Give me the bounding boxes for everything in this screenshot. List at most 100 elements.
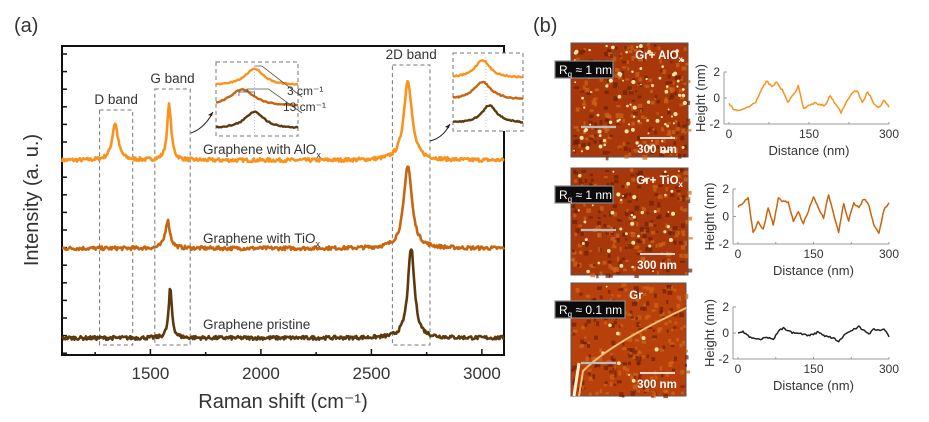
afm-texture bbox=[622, 342, 625, 346]
afm-texture bbox=[589, 109, 594, 112]
afm-texture bbox=[662, 345, 666, 350]
afm-texture bbox=[657, 194, 663, 199]
afm-texture bbox=[605, 392, 609, 395]
afm-texture bbox=[638, 58, 643, 62]
afm-texture bbox=[599, 271, 603, 275]
afm-texture bbox=[637, 82, 643, 87]
afm-particle bbox=[630, 127, 635, 132]
afm-texture bbox=[687, 129, 692, 132]
afm-texture bbox=[683, 170, 689, 175]
afm-particle bbox=[632, 105, 637, 110]
afm-texture bbox=[604, 381, 608, 385]
afm-texture bbox=[618, 370, 622, 376]
afm-particle bbox=[610, 210, 615, 215]
afm-texture bbox=[634, 245, 640, 250]
afm-texture bbox=[667, 53, 673, 57]
afm-texture bbox=[579, 241, 584, 245]
afm-texture bbox=[605, 273, 611, 278]
afm-texture bbox=[628, 353, 633, 358]
afm-texture bbox=[643, 303, 646, 308]
afm-texture bbox=[585, 87, 590, 93]
afm-texture bbox=[613, 383, 617, 387]
afm-title-sub: x bbox=[679, 55, 684, 64]
afm-texture bbox=[656, 99, 661, 104]
afm-texture bbox=[580, 339, 584, 344]
afm-particle bbox=[627, 373, 631, 377]
afm-texture bbox=[609, 211, 612, 217]
raman-series-pristine bbox=[61, 248, 505, 342]
afm-particle bbox=[588, 48, 591, 52]
afm-texture bbox=[641, 206, 645, 210]
afm-texture bbox=[660, 147, 664, 151]
afm-texture bbox=[640, 176, 644, 180]
afm-texture bbox=[582, 386, 585, 390]
afm-texture bbox=[636, 353, 639, 357]
afm-texture bbox=[673, 288, 677, 292]
afm-particle bbox=[664, 122, 667, 126]
afm-texture bbox=[614, 371, 617, 376]
afm-texture bbox=[642, 385, 647, 390]
afm-texture bbox=[635, 90, 638, 93]
afm-particle bbox=[581, 241, 585, 246]
afm-particle bbox=[605, 285, 608, 288]
afm-texture bbox=[575, 57, 580, 61]
afm-texture bbox=[599, 388, 603, 394]
afm-texture bbox=[572, 381, 575, 386]
afm-particle bbox=[617, 94, 622, 99]
arrow-head bbox=[208, 112, 213, 116]
afm-texture bbox=[630, 310, 633, 315]
afm-texture bbox=[639, 227, 645, 232]
afm-texture bbox=[664, 97, 668, 101]
afm-texture bbox=[636, 322, 641, 328]
afm-texture bbox=[661, 69, 666, 74]
afm-particle bbox=[647, 49, 652, 54]
afm-texture bbox=[597, 357, 603, 362]
afm-texture bbox=[635, 72, 640, 77]
afm-texture bbox=[630, 232, 636, 238]
afm-texture bbox=[679, 198, 685, 202]
afm-texture bbox=[611, 232, 614, 236]
afm-texture bbox=[572, 332, 576, 336]
afm-particle bbox=[578, 174, 582, 178]
afm-texture bbox=[611, 245, 617, 249]
afm-texture bbox=[607, 114, 612, 119]
afm-texture bbox=[605, 232, 610, 236]
afm-texture bbox=[676, 338, 679, 342]
afm-texture bbox=[645, 247, 649, 252]
afm-texture bbox=[605, 127, 610, 132]
afm-texture bbox=[651, 392, 657, 397]
afm-texture bbox=[599, 348, 603, 353]
afm-particle bbox=[638, 44, 643, 48]
afm-texture bbox=[578, 224, 583, 227]
afm-particle bbox=[585, 146, 590, 150]
afm-texture bbox=[685, 196, 691, 201]
afm-texture bbox=[642, 286, 647, 289]
afm-texture bbox=[665, 267, 670, 273]
panel-label-a: (a) bbox=[14, 15, 38, 37]
afm-particle bbox=[676, 79, 680, 83]
afm-texture bbox=[644, 116, 648, 120]
roughness-text: Rq ≈ 1 nm bbox=[559, 63, 612, 79]
afm-texture bbox=[629, 87, 633, 93]
afm-texture bbox=[603, 106, 608, 110]
raman-x-tick-label: 2500 bbox=[352, 364, 390, 383]
afm-texture bbox=[665, 223, 668, 229]
afm-texture bbox=[637, 95, 642, 99]
afm-texture bbox=[580, 380, 585, 385]
afm-particle bbox=[596, 113, 600, 117]
afm-particle bbox=[647, 132, 650, 135]
afm-texture bbox=[578, 178, 583, 183]
afm-texture bbox=[654, 293, 657, 298]
afm-particle bbox=[665, 85, 669, 88]
afm-texture bbox=[653, 43, 657, 48]
afm-texture bbox=[631, 99, 636, 102]
afm-texture bbox=[585, 242, 588, 248]
afm-texture bbox=[589, 249, 592, 253]
afm-texture bbox=[676, 303, 681, 309]
afm-particle bbox=[681, 145, 685, 149]
afm-texture bbox=[607, 121, 611, 126]
afm-particle bbox=[630, 221, 635, 226]
afm-texture bbox=[652, 329, 656, 332]
afm-particle bbox=[589, 123, 592, 126]
afm-particle bbox=[640, 83, 642, 86]
